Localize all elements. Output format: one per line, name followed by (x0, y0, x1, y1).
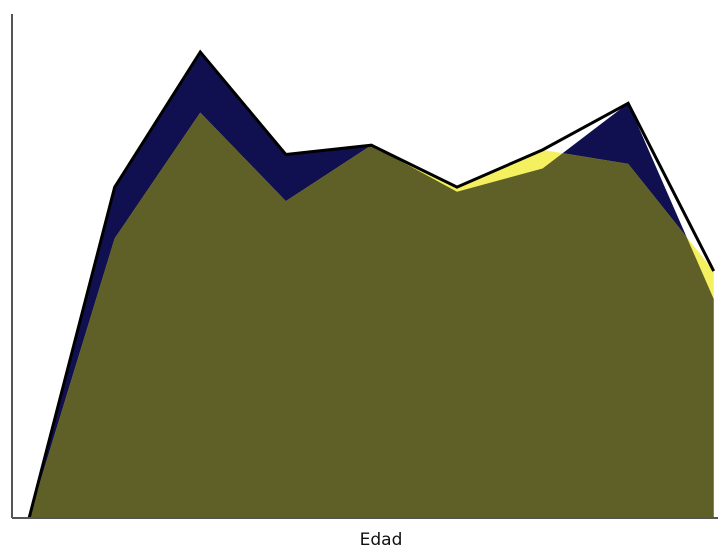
upper-outline (27, 49, 716, 519)
overlap-area (29, 112, 714, 518)
plot-area (27, 49, 716, 519)
x-axis-label: Edad (360, 530, 403, 550)
